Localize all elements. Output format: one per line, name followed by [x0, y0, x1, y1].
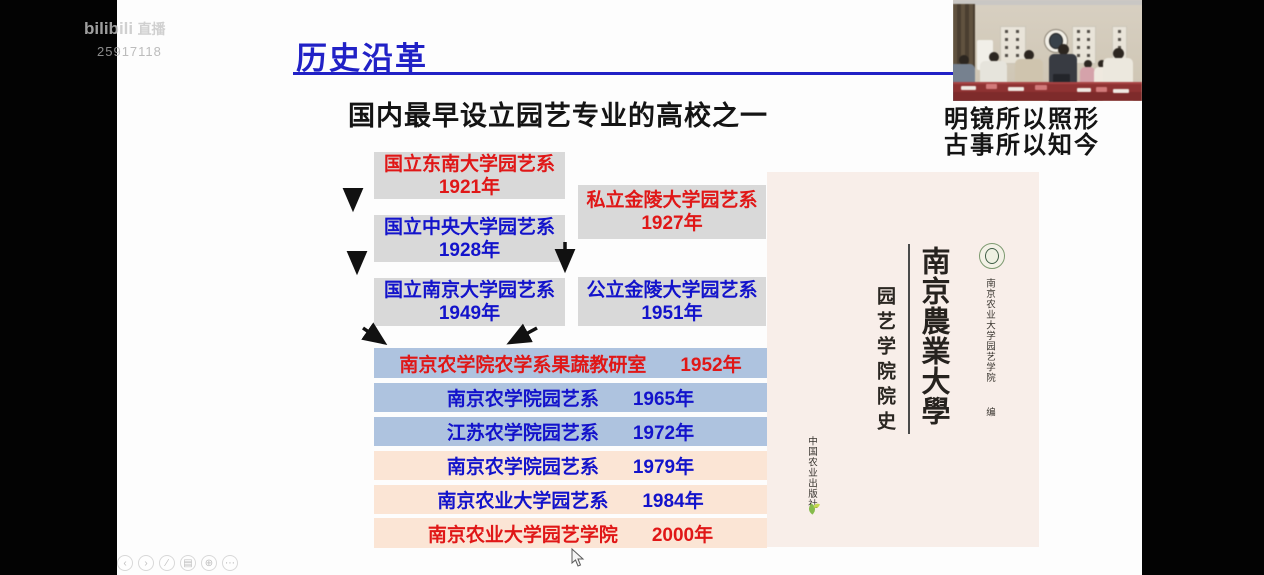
- webcam-scene: [953, 0, 1142, 101]
- row-label: 南京农学院农学系果蔬教研室: [399, 354, 647, 376]
- book-subtitle: 园艺学院院史: [874, 286, 896, 436]
- all-slides-icon[interactable]: ▤: [180, 555, 196, 571]
- bilibili-logo: bilibili: [84, 19, 134, 38]
- flow-box-1921: 国立东南大学园艺系 1921年: [374, 152, 565, 199]
- row-label: 南京农学院园艺系: [446, 457, 599, 478]
- flow-box-1951: 公立金陵大学园艺系 1951年: [578, 277, 766, 326]
- name-card: [1096, 87, 1107, 92]
- book-editor: 南京农业大学园艺学院 编: [982, 278, 996, 575]
- timeline-row-2000: 南京农业大学园艺学院 2000年: [374, 518, 767, 548]
- flow-box-1949: 国立南京大学园艺系 1949年: [374, 278, 565, 326]
- slide-title: 历史沿革: [296, 41, 428, 76]
- row-label: 南京农业大学园艺学院: [427, 524, 618, 546]
- left-section-heading: 国内最早设立园艺专业的高校之一: [348, 101, 768, 131]
- table-paper: [1008, 87, 1024, 91]
- flow-box-year: 1951年: [641, 303, 703, 324]
- row-year: 1984年: [642, 491, 704, 512]
- table-paper: [1113, 89, 1129, 93]
- name-card: [986, 84, 997, 89]
- bilibili-watermark: bilibili 直播 25917118: [84, 19, 166, 59]
- bilibili-live-label: 直播: [137, 21, 166, 37]
- ceiling-edge: [953, 0, 1142, 5]
- row-year: 1972年: [632, 423, 695, 444]
- right-heading-line2: 古事所以知今: [944, 132, 1100, 159]
- flow-box-year: 1921年: [438, 177, 501, 198]
- table-paper: [1077, 88, 1091, 92]
- next-slide-icon[interactable]: ›: [138, 555, 154, 571]
- conference-table: [953, 82, 1142, 101]
- mouse-cursor: [571, 548, 585, 567]
- timeline-row-1965: 南京农学院园艺系 1965年: [374, 383, 767, 412]
- flow-box-year: 1927年: [641, 213, 703, 234]
- university-seal-icon: [979, 243, 1005, 269]
- row-label: 南京农学院园艺系: [446, 389, 599, 410]
- table-paper: [961, 86, 976, 90]
- flow-box-label: 国立东南大学园艺系: [383, 154, 555, 175]
- book-editor-role: 编: [984, 407, 995, 418]
- book-publisher: 中国农业出版社: [806, 436, 817, 510]
- timeline-row-1952: 南京农学院农学系果蔬教研室 1952年: [374, 348, 767, 378]
- flow-box-label: 国立南京大学园艺系: [383, 280, 555, 301]
- flow-box-label: 私立金陵大学园艺系: [586, 190, 758, 211]
- timeline-row-1972: 江苏农学院园艺系 1972年: [374, 417, 767, 446]
- flow-box-year: 1928年: [438, 240, 501, 261]
- previous-slide-icon[interactable]: ‹: [117, 555, 133, 571]
- title-underline: [293, 72, 1072, 75]
- book-cover: 南京農業大學 园艺学院院史 南京农业大学园艺学院 编 中国农业出版社: [767, 172, 1039, 547]
- calligraphy-panel: [1000, 26, 1026, 64]
- window-curtain: [953, 4, 975, 70]
- row-year: 2000年: [651, 524, 714, 546]
- row-label: 江苏农学院园艺系: [446, 423, 599, 444]
- flow-box-1928: 国立中央大学园艺系 1928年: [374, 215, 565, 262]
- webcam-video-feed: [953, 0, 1142, 101]
- flow-box-label: 国立中央大学园艺系: [383, 217, 555, 238]
- row-year: 1965年: [632, 389, 695, 410]
- zoom-icon[interactable]: ⊕: [201, 555, 217, 571]
- more-options-icon[interactable]: ⋯: [222, 555, 238, 571]
- right-heading-line1: 明镜所以照形: [944, 106, 1100, 133]
- live-room-number: 25917118: [97, 44, 162, 59]
- book-title: 南京農業大學: [917, 246, 951, 426]
- slideshow-toolbar: ‹ › ∕ ▤ ⊕ ⋯: [117, 555, 238, 571]
- pen-icon[interactable]: ∕: [159, 555, 175, 571]
- flow-box-year: 1949年: [438, 303, 501, 324]
- timeline-row-1979: 南京农学院园艺系 1979年: [374, 451, 767, 480]
- row-year: 1979年: [632, 457, 695, 478]
- flow-box-1927: 私立金陵大学园艺系 1927年: [578, 185, 766, 239]
- book-divider-line: [908, 244, 910, 434]
- flow-box-label: 公立金陵大学园艺系: [586, 280, 758, 301]
- laptop: [1053, 74, 1070, 85]
- row-year: 1952年: [680, 354, 742, 376]
- row-label: 南京农业大学园艺系: [437, 491, 609, 512]
- timeline-row-1984: 南京农业大学园艺系 1984年: [374, 485, 767, 514]
- name-card: [1035, 85, 1047, 90]
- book-editor-name: 南京农业大学园艺学院: [984, 278, 995, 383]
